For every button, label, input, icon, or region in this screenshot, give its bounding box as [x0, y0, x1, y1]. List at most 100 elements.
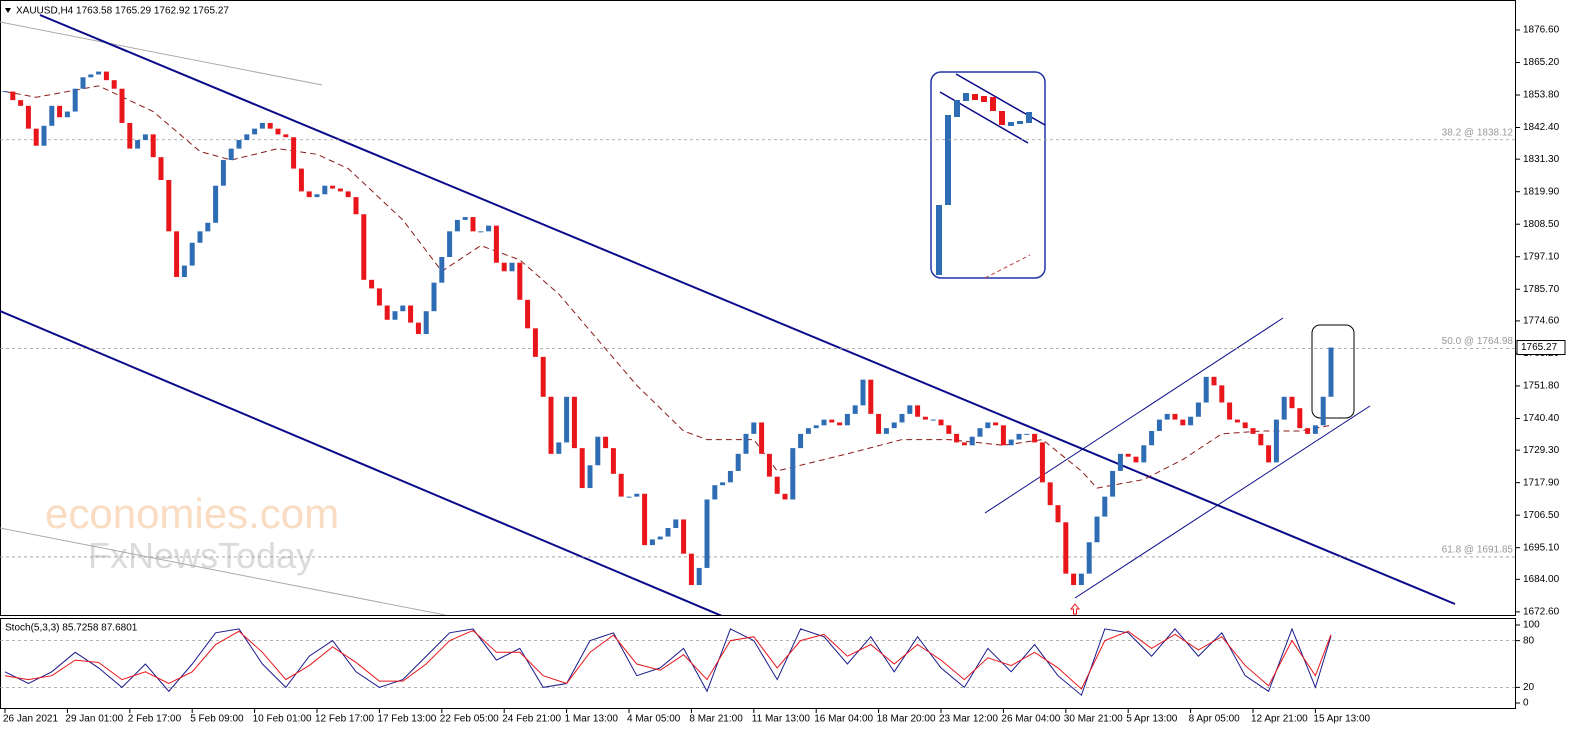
watermark: economies.com: [45, 490, 339, 537]
candle: [938, 419, 944, 426]
candle: [657, 536, 663, 540]
candle: [1032, 433, 1038, 443]
candle: [322, 185, 328, 195]
candle: [1227, 402, 1233, 420]
candle: [454, 219, 460, 232]
candle: [696, 567, 702, 586]
candle: [1234, 419, 1240, 423]
candle: [1219, 385, 1225, 403]
candle: [751, 422, 757, 434]
candle: [1172, 413, 1178, 420]
candle: [213, 185, 219, 223]
candle: [704, 499, 710, 568]
x-tick-label: 10 Feb 01:00: [253, 714, 312, 725]
candle: [649, 539, 655, 546]
candle: [1195, 402, 1201, 417]
inset: [930, 71, 1046, 279]
x-tick-label: 1 Mar 13:00: [565, 714, 619, 725]
candle: [1039, 442, 1045, 483]
candle: [298, 168, 304, 192]
candle: [1125, 453, 1131, 457]
candle: [189, 242, 195, 266]
indicator-title: Stoch(5,3,3) 85.7258 87.6801: [5, 623, 138, 634]
trend-line: [0, 527, 446, 615]
candle: [1312, 425, 1318, 434]
candle: [291, 137, 297, 169]
candle: [1008, 439, 1014, 446]
candle: [166, 179, 172, 232]
candle: [540, 356, 546, 397]
candle: [1250, 428, 1256, 434]
candle: [743, 433, 749, 454]
highlight-box: [1311, 324, 1355, 419]
candle: [1086, 542, 1092, 574]
x-tick-label: 16 Mar 04:00: [814, 714, 873, 725]
candle: [158, 157, 164, 180]
candle: [946, 425, 952, 434]
candle: [353, 197, 359, 215]
y-tick-label: 0: [1523, 698, 1529, 709]
candle: [501, 262, 507, 272]
x-tick-label: 18 Mar 20:00: [877, 714, 936, 725]
candle: [548, 396, 554, 454]
x-tick-label: 8 Mar 21:00: [689, 714, 743, 725]
candle: [509, 262, 515, 272]
candle: [345, 191, 351, 198]
inset-candle: [945, 115, 951, 205]
x-tick-label: 26 Jan 2021: [3, 714, 58, 725]
candle: [1063, 522, 1069, 574]
x-tick-label: 5 Feb 09:00: [190, 714, 244, 725]
candle: [431, 282, 437, 312]
candle: [1258, 433, 1264, 446]
candle: [64, 111, 70, 118]
candle: [267, 122, 273, 129]
inset-candle: [972, 94, 978, 100]
y-tick-label: 1740.40: [1523, 413, 1560, 424]
candle: [57, 105, 63, 118]
candle: [244, 134, 250, 141]
inset-candle: [954, 100, 960, 117]
x-tick-label: 12 Feb 17:00: [315, 714, 374, 725]
candle: [119, 88, 125, 123]
x-tick-label: 30 Mar 21:00: [1064, 714, 1123, 725]
candle: [532, 328, 538, 357]
y-tick-label: 1672.60: [1523, 607, 1560, 618]
candle: [2, 91, 8, 93]
candle: [236, 140, 242, 149]
inset-candle: [1017, 121, 1023, 124]
inset-candle: [1026, 112, 1032, 123]
channel-line: [0, 310, 723, 615]
candle: [876, 413, 882, 434]
channel-line: [39, 14, 1456, 605]
candle: [197, 231, 203, 243]
y-tick-label: 100: [1523, 620, 1540, 631]
candle: [174, 231, 180, 277]
candle: [1024, 433, 1030, 435]
candle: [423, 311, 429, 335]
candle: [181, 265, 187, 277]
candle: [790, 448, 796, 500]
x-tick-label: 12 Apr 21:00: [1251, 714, 1308, 725]
y-tick-label: 1751.80: [1523, 381, 1560, 392]
candle: [759, 422, 765, 454]
candle: [1016, 433, 1022, 440]
candle: [977, 428, 983, 437]
candle: [1110, 470, 1116, 497]
chart-title: XAUUSD,H4 1763.58 1765.29 1762.92 1765.2…: [16, 6, 229, 17]
candle: [49, 105, 55, 126]
candle: [579, 448, 585, 489]
candle: [1305, 428, 1311, 434]
candle: [564, 396, 570, 443]
candle: [844, 413, 850, 426]
y-tick-label: 1876.60: [1523, 25, 1560, 36]
candle: [798, 433, 804, 449]
indicator-panel: [0, 618, 1516, 709]
candle: [400, 305, 406, 312]
x-tick-label: 2 Feb 17:00: [128, 714, 182, 725]
candle: [252, 128, 258, 135]
candle: [142, 134, 148, 141]
candle: [774, 476, 780, 494]
candle: [1242, 422, 1248, 429]
candle: [813, 425, 819, 429]
candle: [626, 496, 632, 498]
